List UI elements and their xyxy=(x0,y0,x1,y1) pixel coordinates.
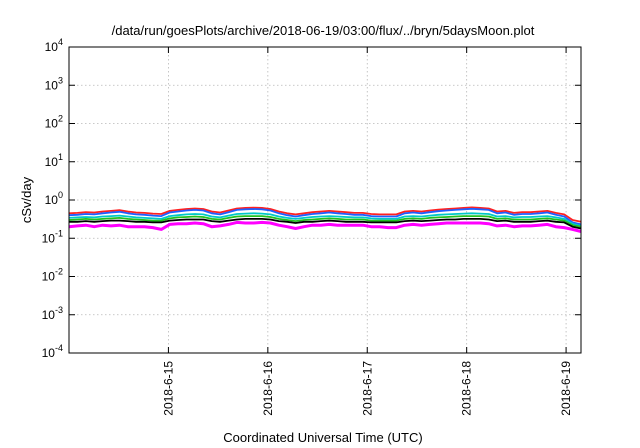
y-axis-label: cSv/day xyxy=(19,176,34,223)
y-tick-label: 10-1 xyxy=(42,228,63,245)
grid xyxy=(69,47,581,353)
series-line xyxy=(68,215,582,228)
series-line xyxy=(68,206,582,223)
series-line xyxy=(68,207,582,226)
y-tick-label: 101 xyxy=(45,152,63,169)
y-tick-label: 10-3 xyxy=(42,305,63,322)
series-line xyxy=(68,212,582,227)
y-tick-label: 102 xyxy=(45,114,63,131)
y-tick-label: 10-2 xyxy=(42,267,63,284)
series-group xyxy=(68,206,582,233)
chart-title: /data/run/goesPlots/archive/2018-06-19/0… xyxy=(112,23,535,38)
y-tick-label: 103 xyxy=(45,75,63,92)
series-line xyxy=(68,220,582,233)
series-line xyxy=(69,217,582,230)
y-tick-label: 10-4 xyxy=(42,343,63,360)
x-tick-label: 2018-6-17 xyxy=(360,361,374,416)
x-tick-label: 2018-6-16 xyxy=(261,361,275,416)
x-tick-label: 2018-6-18 xyxy=(460,361,474,416)
x-axis-label: Coordinated Universal Time (UTC) xyxy=(223,430,422,445)
y-tick-label: 100 xyxy=(45,190,63,207)
x-tick-label: 2018-6-19 xyxy=(559,361,573,416)
x-tick-label: 2018-6-15 xyxy=(161,361,175,416)
y-tick-label: 104 xyxy=(45,37,63,54)
ticks: 10-4 10-3 10-2 10-1 100 101 102 103 104 2018-6-15… xyxy=(42,37,581,416)
